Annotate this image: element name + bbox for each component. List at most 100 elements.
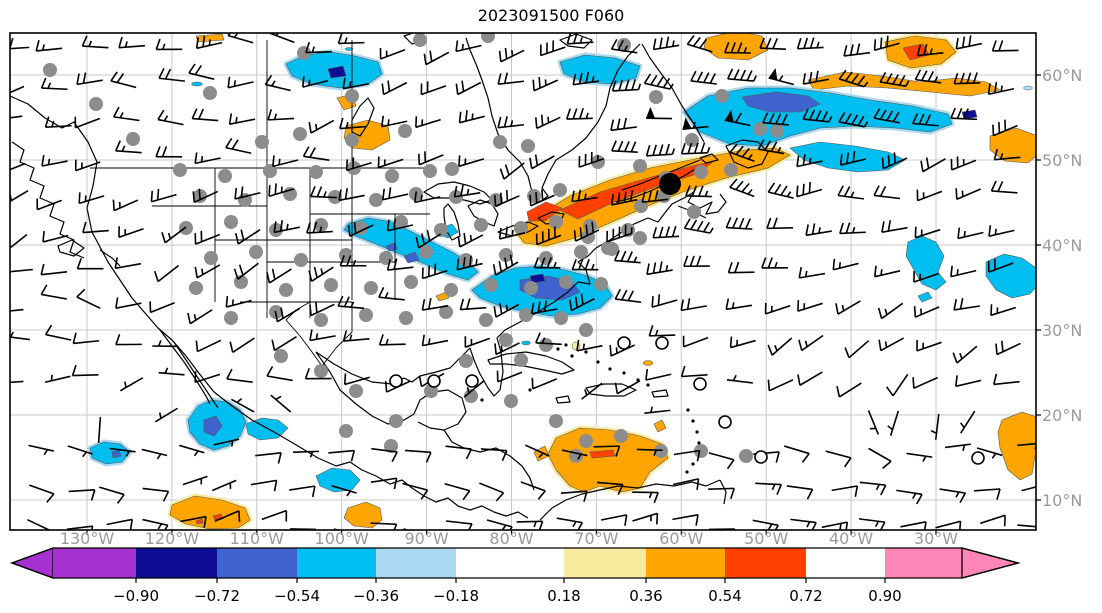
station-dot [445,162,459,176]
wind-barb [381,80,408,96]
wind-barb [724,42,751,54]
small-island-dot [556,347,560,351]
wind-barb [187,309,213,325]
coastline-path [687,191,727,215]
wind-barb [955,35,983,50]
wind-barb [651,294,678,308]
station-dot [224,311,238,325]
wind-barb [912,113,939,127]
station-dot [294,253,308,267]
wind-barb [10,380,24,384]
station-dot [203,86,217,100]
station-dot [224,215,238,229]
wind-barb [115,297,142,310]
wind-barb [796,154,823,168]
coastline-path [615,165,701,203]
wind-barb [347,222,374,237]
wind-barb [613,250,641,264]
wind-barb [304,368,332,380]
wind-barb [529,189,555,207]
station-dot [687,205,701,219]
wind-barb [371,447,398,463]
wind-barb [114,257,142,270]
contour-speck [344,47,354,51]
lon-tick-label: 30°W [914,529,958,548]
wind-barb [835,300,861,315]
station-dot [499,333,513,347]
wind-barb [952,345,978,364]
wind-barb [188,63,215,80]
calm-circle [718,415,732,429]
wind-barb [873,185,901,200]
wind-barb [614,288,642,304]
station-dot [521,139,535,153]
wind-barb [837,185,864,200]
small-island-dot [584,350,588,354]
station-dot [633,231,647,245]
wind-barb [990,180,1018,194]
station-dot [493,135,507,149]
wind-barb [255,452,282,464]
wind-barb [912,376,938,389]
station-dot [770,124,784,138]
station-dot [345,133,359,147]
wind-barb [641,189,669,204]
wind-barb [192,188,219,204]
coastline-path [11,141,85,259]
station-dot [354,221,368,235]
station-dot [514,353,528,367]
wind-barb [573,221,600,242]
station-dot [173,163,187,177]
wind-barb [992,119,1018,137]
wind-barb [42,230,69,243]
wind-barb [119,377,144,392]
wind-barb [234,229,261,245]
wind-barb [155,38,183,51]
wind-barb [213,438,240,447]
lat-tick-label: 40°N [1042,236,1082,255]
station-dot [423,164,437,178]
wind-barb [535,332,562,346]
wind-barb [113,106,140,122]
coastline-path [10,95,529,519]
station-dot [484,278,498,292]
wind-barb [821,521,849,530]
wind-barb [230,397,255,413]
wind-barb [310,186,337,199]
wind-barb [729,178,755,198]
wind-barb [939,488,967,504]
lon-tick-label: 40°W [829,529,873,548]
contour-fill [741,91,821,113]
wind-barb [161,226,187,244]
coastline-path [443,429,535,491]
wind-barb [991,40,1019,52]
wind-barb [755,482,782,496]
wind-barb [578,151,605,168]
station-dot [715,89,729,103]
wind-barb [980,514,1006,527]
wind-barb [141,448,168,460]
wind-barb [680,142,711,155]
wind-barb [154,407,178,423]
station-dot [694,165,708,179]
wind-barb [10,162,26,171]
axis-ticks [86,74,1041,535]
wind-barb [900,521,927,530]
wind-barb [40,263,68,276]
wind-barb [179,444,205,457]
wind-barb [690,70,717,85]
wind-barb [914,69,942,84]
wind-barb [680,298,707,312]
wind-barb [673,449,701,462]
contour-fill [559,54,641,85]
contour-fill [703,33,769,61]
wind-barb [858,518,886,530]
wind-barb [44,116,72,128]
small-island-dot [608,367,612,371]
wind-barb [644,406,671,415]
station-dot [439,305,453,319]
wind-barb [916,44,944,57]
wind-barb [935,520,962,530]
wind-barb [879,71,910,87]
